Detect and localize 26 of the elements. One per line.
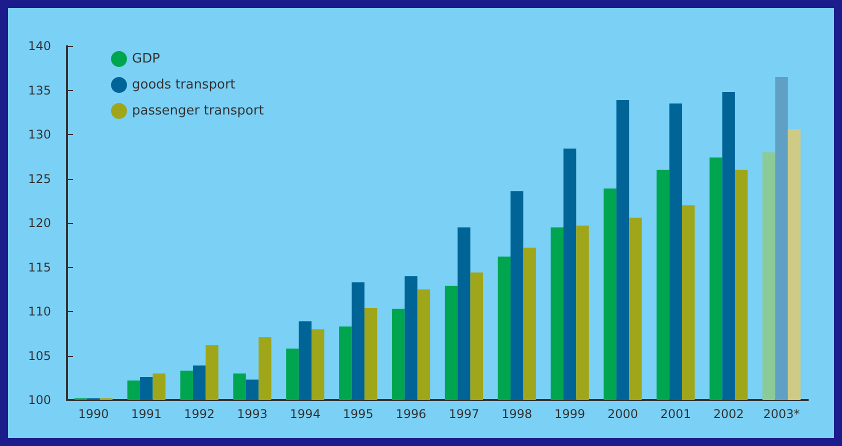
y-tick-label: 130 [28,128,51,142]
x-tick-label: 1991 [131,407,162,421]
y-tick-label: 120 [28,216,51,230]
x-tick-label: 2002 [713,407,744,421]
y-tick-label: 100 [28,393,51,407]
y-tick-label: 135 [28,83,51,98]
x-tick-label: 1993 [236,407,268,421]
x-tick-label: 2003* [763,407,800,421]
x-tick-label: 1999 [554,407,586,421]
x-tick-label: 1990 [78,407,109,421]
x-tick-label: 1992 [184,407,215,421]
legend-label: passenger transport [132,104,264,118]
x-tick-label: 1996 [396,407,426,421]
y-tick-label: 110 [28,304,51,318]
x-tick-label: 1995 [342,407,374,421]
y-tick-label: 125 [28,172,51,186]
x-tick-label: 2001 [660,407,691,421]
x-tick-label: 1997 [448,407,480,421]
y-tick-label: 105 [28,348,51,363]
x-tick-label: 1994 [290,407,320,421]
x-tick-label: 1998 [502,407,532,421]
legend-label: GDP [132,52,160,66]
y-tick-label: 115 [28,260,51,274]
x-tick-label: 2000 [607,407,638,421]
y-tick-label: 140 [28,39,51,53]
legend-label: goods transport [132,78,236,92]
